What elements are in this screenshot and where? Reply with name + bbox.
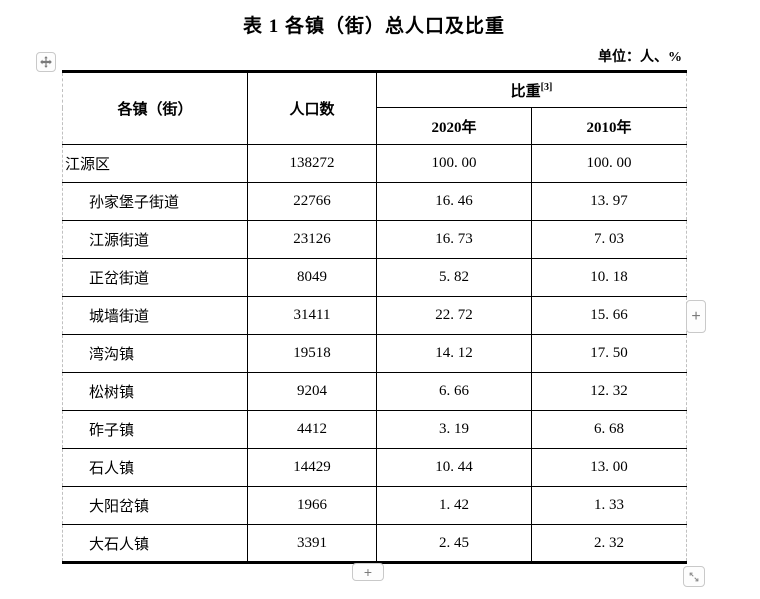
ratio-2020-cell[interactable]: 22. 72 <box>376 296 532 335</box>
region-name-cell[interactable]: 孙家堡子街道 <box>62 182 248 221</box>
population-table: 各镇（街） 人口数 比重[3] 2020年 2010年 江源区 138272 1… <box>62 70 687 564</box>
region-name-cell[interactable]: 松树镇 <box>62 372 248 411</box>
ratio-2020-cell[interactable]: 14. 12 <box>376 334 532 373</box>
col-header-2010[interactable]: 2010年 <box>531 107 687 145</box>
table-subheader-row: 2020年 2010年 <box>63 107 687 145</box>
region-name-cell[interactable]: 正岔街道 <box>62 258 248 297</box>
region-name-cell[interactable]: 砟子镇 <box>62 410 248 449</box>
region-name-cell[interactable]: 大阳岔镇 <box>62 486 248 525</box>
table-row: 松树镇 9204 6. 66 12. 32 <box>62 372 687 411</box>
population-cell[interactable]: 23126 <box>247 220 377 259</box>
add-column-button[interactable]: + <box>686 300 706 333</box>
ratio-2020-cell[interactable]: 1. 42 <box>376 486 532 525</box>
population-cell[interactable]: 14429 <box>247 448 377 487</box>
ratio-2020-cell[interactable]: 3. 19 <box>376 410 532 449</box>
ratio-label: 比重 <box>510 83 541 100</box>
region-name-cell[interactable]: 石人镇 <box>62 448 248 487</box>
ratio-2020-cell[interactable]: 5. 82 <box>376 258 532 297</box>
population-cell[interactable]: 8049 <box>247 258 377 297</box>
move-table-handle[interactable] <box>36 52 56 72</box>
ratio-2020-cell[interactable]: 16. 73 <box>376 220 532 259</box>
ratio-2010-cell[interactable]: 13. 00 <box>531 448 687 487</box>
ratio-2010-cell[interactable]: 1. 33 <box>531 486 687 525</box>
unit-note: 单位：人、% <box>598 50 682 65</box>
table-row: 正岔街道 8049 5. 82 10. 18 <box>62 258 687 297</box>
ratio-2010-cell[interactable]: 13. 97 <box>531 182 687 221</box>
col-header-region[interactable]: 各镇（街） <box>62 71 248 145</box>
ratio-2010-cell[interactable]: 17. 50 <box>531 334 687 373</box>
page-title: 表 1 各镇（街）总人口及比重 <box>242 16 505 37</box>
table-row: 大石人镇 3391 2. 45 2. 32 <box>62 524 687 563</box>
ratio-2020-cell[interactable]: 2. 45 <box>376 524 532 563</box>
ratio-2010-cell[interactable]: 15. 66 <box>531 296 687 335</box>
ratio-footnote-ref: [3] <box>540 81 553 93</box>
ratio-2010-cell[interactable]: 6. 68 <box>531 410 687 449</box>
table-row: 孙家堡子街道 22766 16. 46 13. 97 <box>62 182 687 221</box>
table-row: 石人镇 14429 10. 44 13. 00 <box>62 448 687 487</box>
plus-icon: + <box>363 564 373 580</box>
population-cell[interactable]: 31411 <box>247 296 377 335</box>
col-header-ratio[interactable]: 比重[3] <box>376 71 687 108</box>
table-row: 大阳岔镇 1966 1. 42 1. 33 <box>62 486 687 525</box>
ratio-2010-cell[interactable]: 12. 32 <box>531 372 687 411</box>
ratio-2010-cell[interactable]: 10. 18 <box>531 258 687 297</box>
table-row: 江源区 138272 100. 00 100. 00 <box>62 144 687 183</box>
ratio-2020-cell[interactable]: 10. 44 <box>376 448 532 487</box>
population-cell[interactable]: 19518 <box>247 334 377 373</box>
table-header-row: 各镇（街） 人口数 比重[3] <box>62 71 687 145</box>
population-cell[interactable]: 3391 <box>247 524 377 563</box>
table-row: 江源街道 23126 16. 73 7. 03 <box>62 220 687 259</box>
table-row: 城墙街道 31411 22. 72 15. 66 <box>62 296 687 335</box>
population-cell[interactable]: 22766 <box>247 182 377 221</box>
ratio-2020-cell[interactable]: 6. 66 <box>376 372 532 411</box>
col-header-2020[interactable]: 2020年 <box>376 107 532 145</box>
region-name-cell[interactable]: 江源区 <box>62 144 248 183</box>
ratio-2010-cell[interactable]: 2. 32 <box>531 524 687 563</box>
ratio-2020-cell[interactable]: 100. 00 <box>376 144 532 183</box>
region-name-cell[interactable]: 大石人镇 <box>62 524 248 563</box>
col-header-population[interactable]: 人口数 <box>247 71 377 145</box>
table-row: 湾沟镇 19518 14. 12 17. 50 <box>62 334 687 373</box>
resize-table-handle[interactable] <box>683 566 705 587</box>
region-name-cell[interactable]: 城墙街道 <box>62 296 248 335</box>
add-row-button[interactable]: + <box>352 563 384 581</box>
resize-diagonal-icon <box>687 570 701 584</box>
region-name-cell[interactable]: 江源街道 <box>62 220 248 259</box>
population-cell[interactable]: 4412 <box>247 410 377 449</box>
population-cell[interactable]: 1966 <box>247 486 377 525</box>
move-cross-icon <box>39 55 53 69</box>
ratio-2020-cell[interactable]: 16. 46 <box>376 182 532 221</box>
plus-icon: + <box>691 307 701 325</box>
table-row: 砟子镇 4412 3. 19 6. 68 <box>62 410 687 449</box>
population-cell[interactable]: 9204 <box>247 372 377 411</box>
ratio-2010-cell[interactable]: 7. 03 <box>531 220 687 259</box>
population-cell[interactable]: 138272 <box>247 144 377 183</box>
ratio-2010-cell[interactable]: 100. 00 <box>531 144 687 183</box>
region-name-cell[interactable]: 湾沟镇 <box>62 334 248 373</box>
